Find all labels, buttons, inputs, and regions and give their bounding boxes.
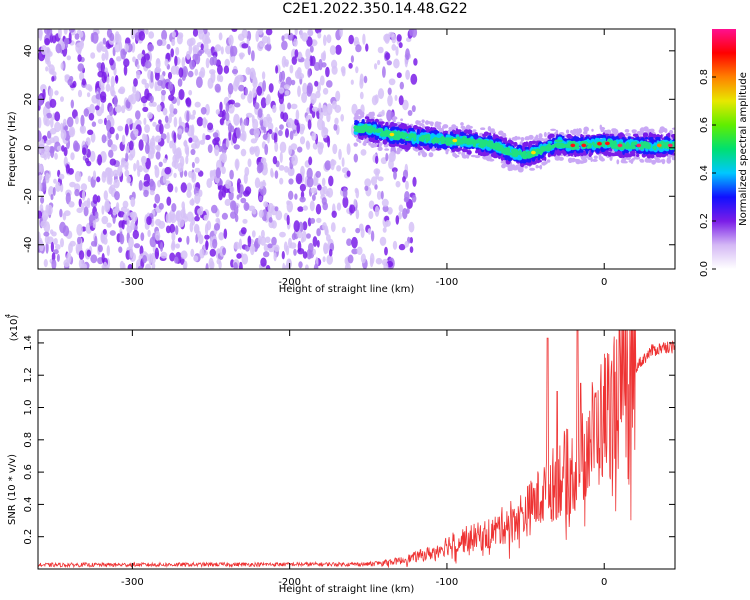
y-tick-label: 0 [23, 145, 34, 151]
y-tick-label: 1.0 [23, 400, 34, 416]
x-tick-label: -200 [278, 577, 301, 588]
y-axis-label: Frequency (Hz) [7, 111, 18, 187]
snr-panel: -300 -200 -100 0 0.2 0.4 0.6 0.8 1.0 1.2 1.4 Height… [4, 313, 676, 595]
ridge-peak [570, 143, 576, 148]
y-tick-label: 40 [23, 44, 34, 57]
x-tick-label: -100 [436, 577, 459, 588]
colorbar-tick-label: 0.8 [699, 69, 710, 85]
y-tick-label: 0.6 [23, 464, 34, 480]
colorbar-tick-label: 0.0 [699, 261, 710, 277]
spectrogram-field [38, 29, 675, 269]
ridge-peak [389, 132, 395, 137]
y-tick-label: 1.4 [23, 335, 34, 351]
y-axis-label: SNR (10 * v/v) [7, 454, 18, 525]
y-tick-label: 0.8 [23, 432, 34, 448]
y-tick-label: 1.2 [23, 367, 34, 383]
colorbar-tick-label: 0.6 [699, 117, 710, 133]
colorbar: 0.0 0.2 0.4 0.6 0.8 Normalized spectral ampli… [699, 29, 749, 277]
y-tick-label: 0.2 [23, 529, 34, 545]
y-tick-label: -20 [23, 188, 34, 204]
colorbar-tick-label: 0.2 [699, 213, 710, 229]
y-tick-label: -40 [23, 237, 34, 253]
ridge-peak [597, 141, 602, 146]
colorbar-tick-label: 0.4 [699, 165, 710, 181]
ridge-peak [531, 150, 536, 155]
x-tick-label: 0 [601, 277, 607, 288]
ridge-peak [667, 143, 673, 148]
noise-blobs [38, 29, 418, 269]
ridge-peak [617, 143, 623, 148]
x-axis-label: Height of straight line (km) [279, 284, 415, 295]
snr-series-line [38, 330, 675, 569]
x-axis-label: Height of straight line (km) [279, 584, 415, 595]
plot-frame [37, 28, 676, 270]
x-tick-label: -100 [436, 277, 459, 288]
x-tick-label: 0 [601, 577, 607, 588]
y-tick-label: 0.4 [23, 496, 34, 512]
signal-ridge [353, 108, 675, 173]
x-tick-label: -300 [121, 577, 144, 588]
ridge-peak [581, 143, 587, 148]
ridge-peak [636, 143, 642, 148]
ridge-peak [452, 138, 458, 143]
colorbar-gradient [712, 29, 736, 269]
colorbar-label: Normalized spectral amplitude [738, 72, 749, 226]
y-multiplier-exponent: 4 [4, 313, 12, 318]
chart-title: C2E1.2022.350.14.48.G22 [282, 1, 468, 17]
x-tick-label: -200 [278, 277, 301, 288]
ridge-peak [605, 141, 610, 146]
plot-frame [37, 329, 676, 570]
y-tick-label: 20 [23, 93, 34, 106]
x-tick-label: -300 [121, 277, 144, 288]
ridge-peak [656, 143, 662, 148]
y-multiplier-label: (x10) [9, 315, 20, 342]
